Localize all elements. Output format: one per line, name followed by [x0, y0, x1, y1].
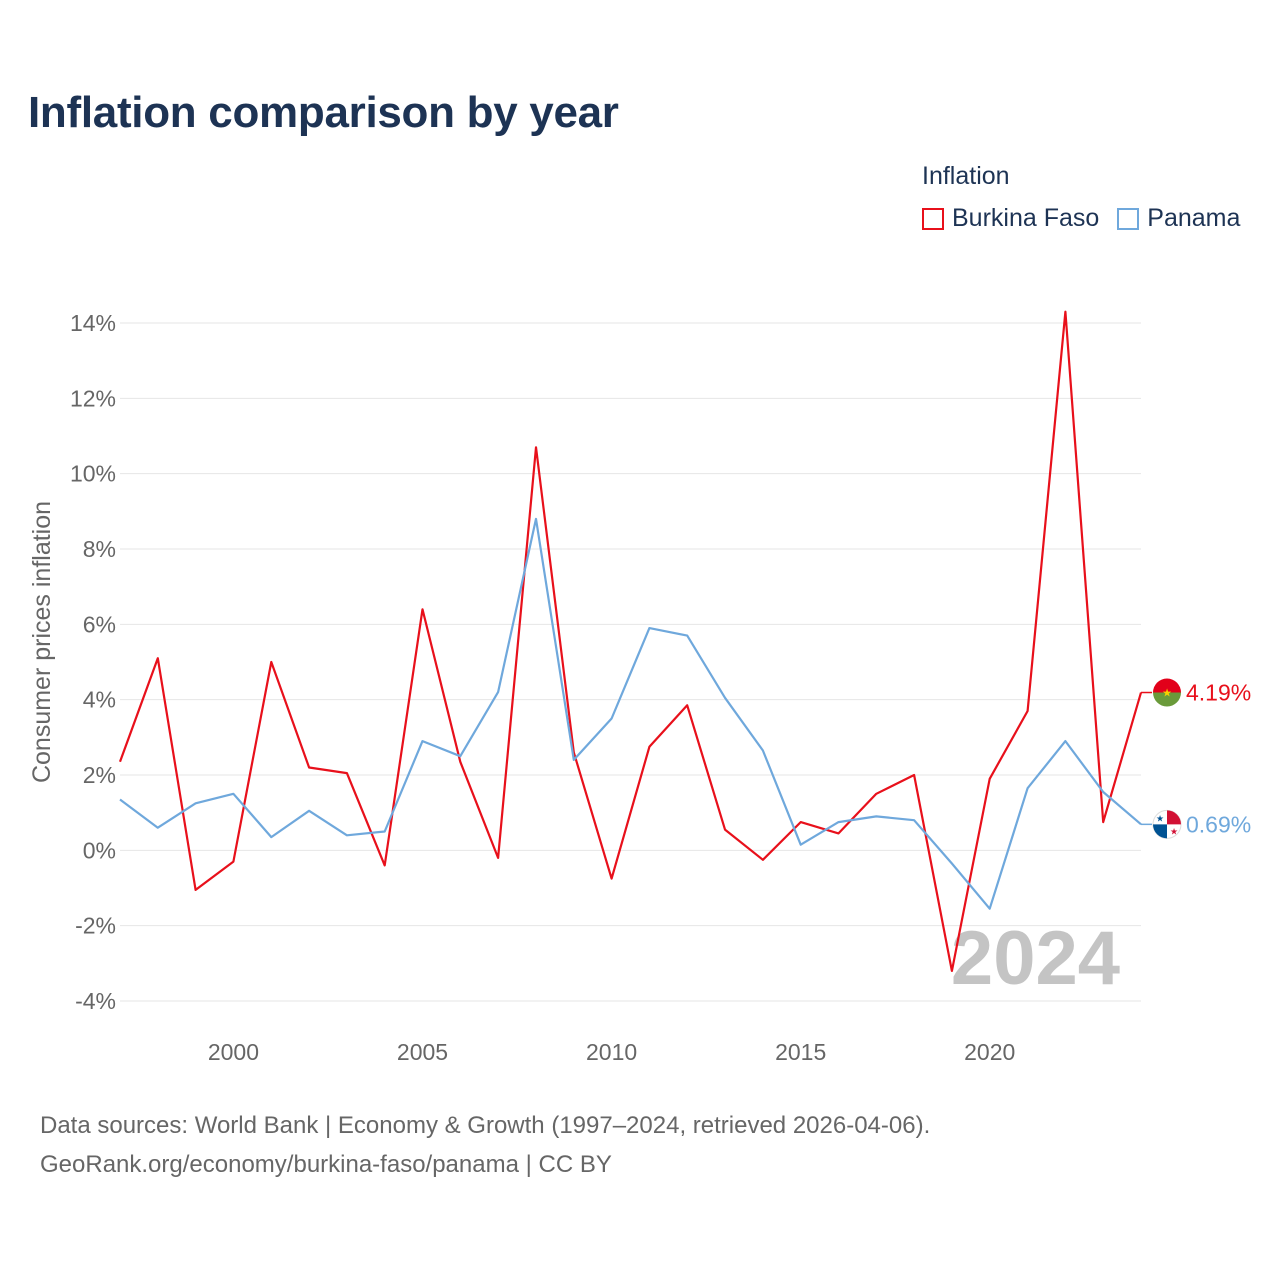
series-line-burkina-faso[interactable] [118, 310, 1143, 973]
svg-text:★: ★ [1170, 827, 1178, 837]
inflation-line-chart: -4%-2%0%2%4%6%8%10%12%14% 2000 2005 2010 20… [28, 310, 1251, 1065]
panama-flag-icon: ★★ [1152, 809, 1182, 839]
year-watermark: 2024 [951, 916, 1120, 1001]
x-axis-ticks: 2000 2005 2010 2015 2020 [208, 1039, 1015, 1065]
y-tick-label: 14% [70, 310, 116, 336]
y-tick-label: 4% [83, 687, 116, 713]
x-tick-label: 2000 [208, 1039, 259, 1065]
burkina-faso-flag-icon: ★ [1153, 678, 1181, 707]
y-tick-label: -2% [75, 913, 116, 939]
series-lines [118, 310, 1143, 973]
y-tick-label: 0% [83, 837, 116, 863]
end-value-label-panama: 0.69% [1186, 811, 1251, 837]
chart-title: Inflation comparison by year [28, 88, 619, 137]
y-tick-label: 8% [83, 536, 116, 562]
y-axis-label: Consumer prices inflation [28, 501, 56, 783]
y-tick-label: 2% [83, 762, 116, 788]
series-line-panama[interactable] [119, 517, 1142, 910]
source-line-1: Data sources: World Bank | Economy & Gro… [40, 1112, 931, 1139]
x-tick-label: 2015 [775, 1039, 826, 1065]
legend-label-burkina-faso: Burkina Faso [952, 204, 1100, 232]
legend-label-panama: Panama [1147, 204, 1241, 232]
y-axis-ticks: -4% -2% 0% 2% 4% 6% 8% 10% 12% 14% [70, 310, 116, 1014]
y-tick-label: 10% [70, 461, 116, 487]
svg-text:★: ★ [1162, 687, 1172, 700]
x-tick-label: 2010 [586, 1039, 637, 1065]
x-tick-label: 2020 [964, 1039, 1015, 1065]
source-line-2: GeoRank.org/economy/burkina-faso/panama … [40, 1151, 612, 1178]
grid-lines [120, 322, 1141, 1002]
svg-text:★: ★ [1156, 814, 1164, 824]
y-tick-label: 12% [70, 385, 116, 411]
series-end-labels: ★ 4.19%★★ 0.69% [1141, 678, 1251, 839]
source-note: Data sources: World Bank | Economy & Gro… [40, 1106, 930, 1184]
y-tick-label: -4% [75, 988, 116, 1014]
legend-swatch-burkina-faso [922, 207, 944, 230]
y-tick-label: 6% [83, 611, 116, 637]
end-value-label-burkina-faso: 4.19% [1186, 680, 1251, 706]
legend-title: Inflation [922, 162, 1010, 190]
legend-item-burkina-faso[interactable]: Burkina Faso [922, 204, 1099, 233]
legend: Burkina Faso Panama [922, 204, 1240, 233]
x-tick-label: 2005 [397, 1039, 448, 1065]
legend-item-panama[interactable]: Panama [1117, 204, 1240, 233]
legend-swatch-panama [1117, 207, 1140, 230]
